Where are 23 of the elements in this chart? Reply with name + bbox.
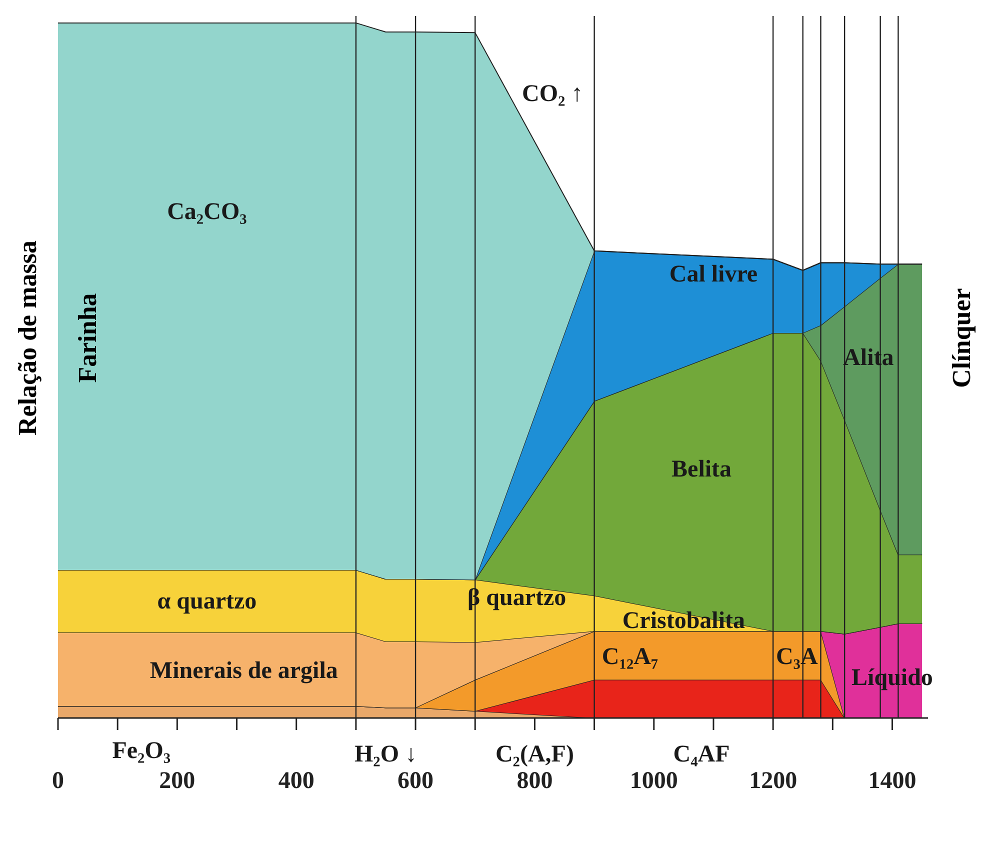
- annotation: Belita: [672, 456, 732, 482]
- annotation: Farinha: [73, 293, 103, 383]
- text: Fe₂O₃: [112, 738, 171, 764]
- x-tick-label: 1200: [749, 768, 798, 794]
- x-tick-label: 800: [516, 768, 553, 794]
- text: C₄AF: [673, 741, 730, 768]
- text: C₂(A,F): [495, 741, 574, 768]
- annotation: CO₂ ↑: [522, 80, 584, 107]
- annotation: Minerais de argila: [150, 658, 338, 684]
- x-tick-label: 0: [52, 768, 64, 794]
- x-tick-label: 1400: [868, 768, 916, 794]
- annotation: Ca₂CO₃: [167, 199, 247, 226]
- x-tick-label: 600: [398, 768, 434, 794]
- annotation: Cal livre: [669, 262, 758, 288]
- x-tick-label: 400: [278, 768, 314, 794]
- x-tick-label: 1000: [630, 768, 678, 794]
- y-axis-title: Relação de massa: [13, 240, 43, 436]
- annotation: Cristobalita: [622, 608, 746, 634]
- annotation: α quartzo: [157, 588, 257, 614]
- text: Clínquer: [947, 288, 977, 388]
- x-tick-label: 200: [159, 768, 196, 794]
- text: H₂O ↓: [354, 741, 418, 768]
- annotation: C₁₂A₇: [602, 644, 658, 670]
